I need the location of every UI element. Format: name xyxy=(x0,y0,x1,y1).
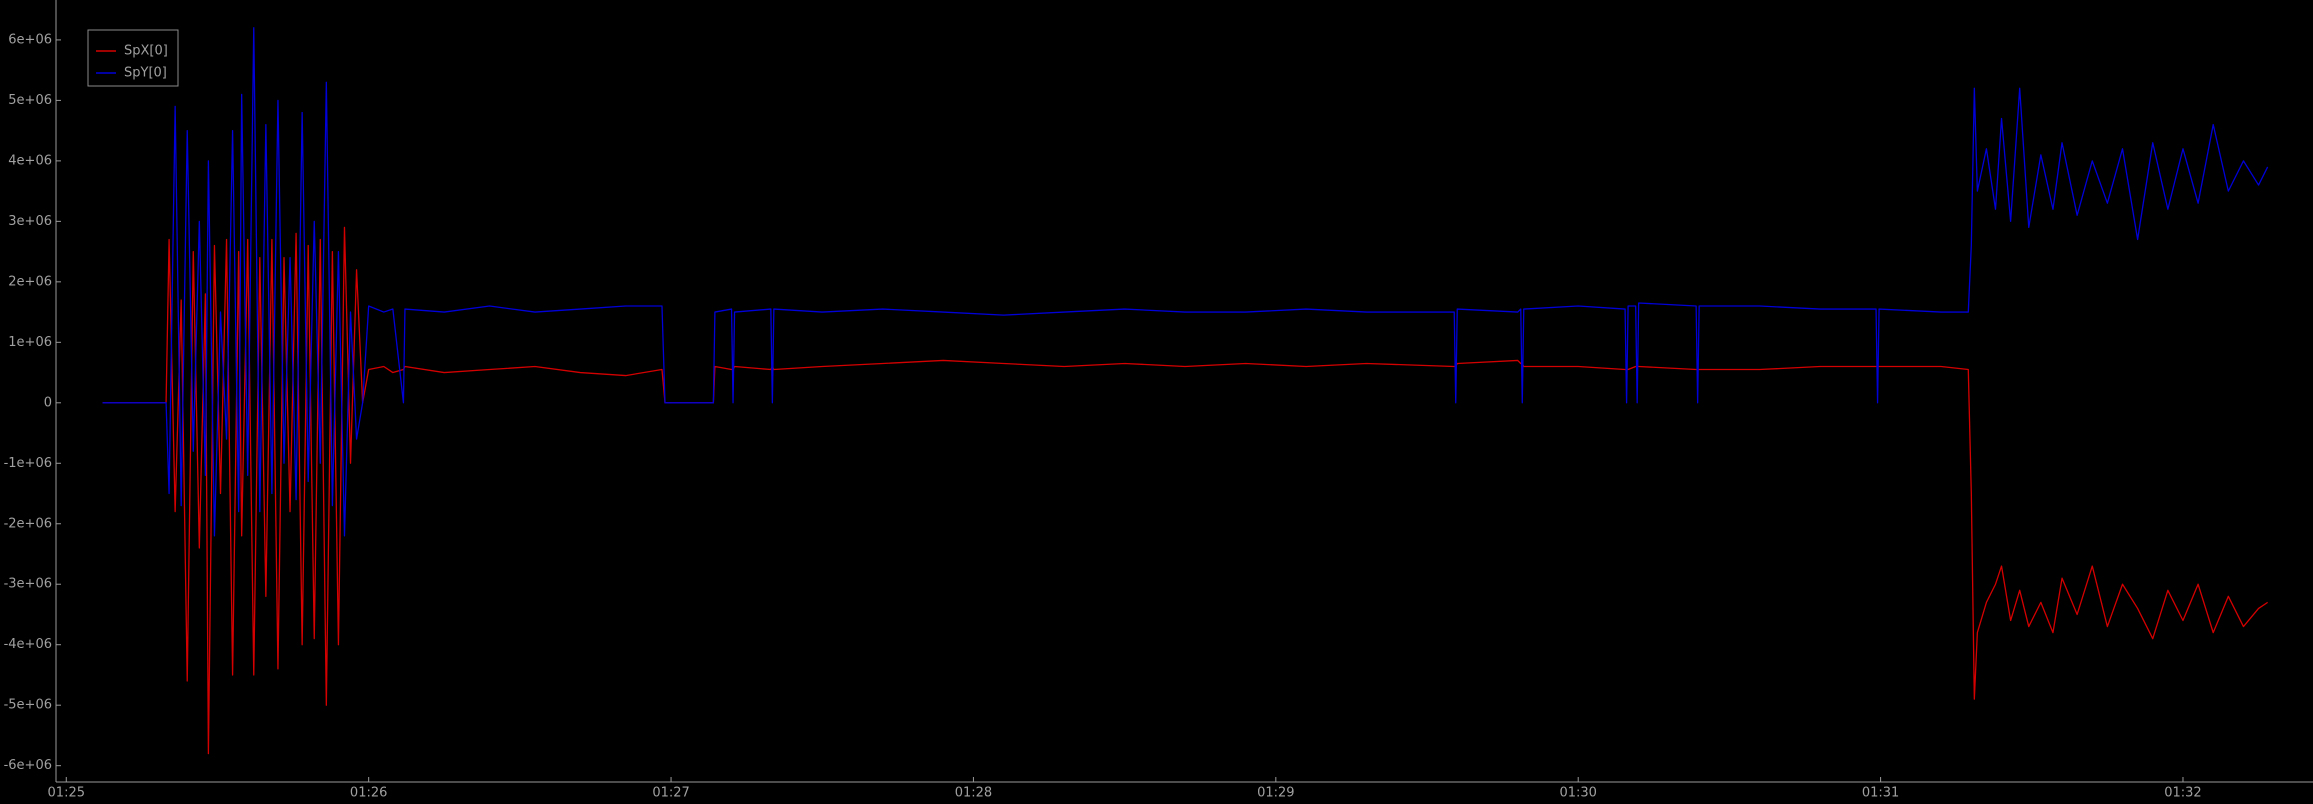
legend: SpX[0] SpY[0] xyxy=(87,29,179,87)
series-line xyxy=(102,27,2269,537)
x-tick-label: 01:29 xyxy=(1257,786,1294,801)
legend-label: SpY[0] xyxy=(124,66,167,81)
y-tick-label: 1e+06 xyxy=(8,335,52,350)
y-tick-label: -6e+06 xyxy=(4,758,52,773)
y-tick-label: 4e+06 xyxy=(8,153,52,168)
y-tick-label: -4e+06 xyxy=(4,637,52,652)
y-tick-label: -3e+06 xyxy=(4,577,52,592)
x-tick-label: 01:25 xyxy=(48,786,85,801)
legend-label: SpX[0] xyxy=(124,44,168,59)
y-tick-label: 2e+06 xyxy=(8,274,52,289)
y-tick-label: -2e+06 xyxy=(4,516,52,531)
y-tick-label: 5e+06 xyxy=(8,93,52,108)
x-tick-label: 01:32 xyxy=(2164,786,2201,801)
y-tick-label: -1e+06 xyxy=(4,456,52,471)
series-line xyxy=(102,226,2269,755)
y-tick-label: 0 xyxy=(44,395,52,410)
x-tick-label: 01:31 xyxy=(1862,786,1899,801)
x-tick-label: 01:27 xyxy=(652,786,689,801)
x-tick-label: 01:28 xyxy=(955,786,992,801)
x-tick-label: 01:26 xyxy=(350,786,387,801)
x-tick-label: 01:30 xyxy=(1559,786,1596,801)
y-tick-label: -5e+06 xyxy=(4,698,52,713)
y-tick-label: 6e+06 xyxy=(8,32,52,47)
legend-box xyxy=(87,29,179,87)
y-tick-label: 3e+06 xyxy=(8,214,52,229)
